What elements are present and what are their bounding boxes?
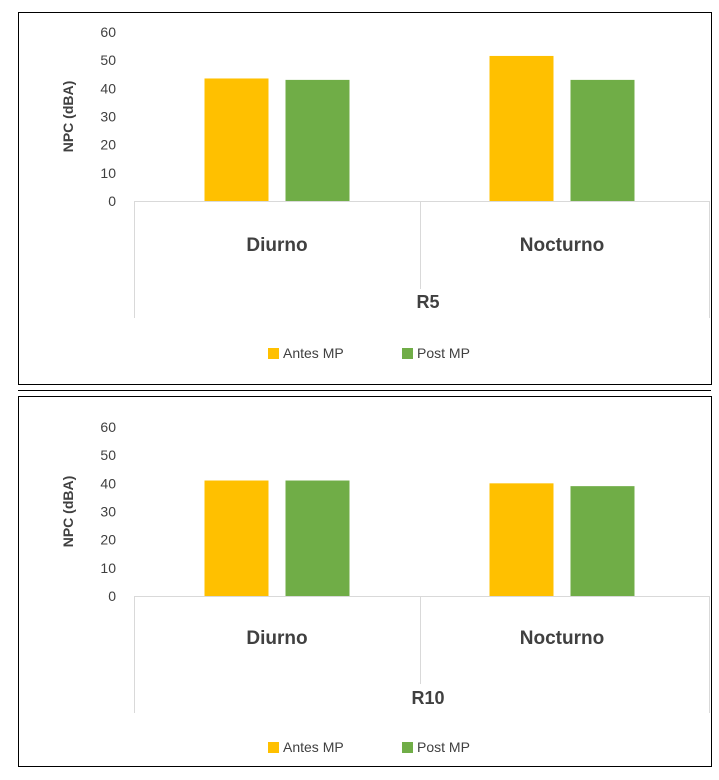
y-tick-label: 60 [100, 419, 116, 435]
bar-post-mp-diurno [285, 79, 350, 201]
legend-swatch [402, 742, 413, 753]
legend-swatch [268, 348, 279, 359]
y-tick-label: 20 [100, 532, 116, 548]
legend-swatch [402, 348, 413, 359]
x-category-label: Nocturno [520, 235, 604, 256]
y-tick-label: 10 [100, 165, 116, 181]
x-category-label: Diurno [246, 628, 307, 649]
x-category-label: Diurno [246, 235, 307, 256]
bar-antes-mp-diurno [204, 480, 269, 596]
x-axis-title: R5 [416, 292, 439, 312]
y-tick-label: 50 [100, 447, 116, 463]
y-tick-label: 0 [108, 193, 116, 209]
bar-antes-mp-nocturno [489, 55, 554, 201]
legend-label: Antes MP [283, 345, 344, 361]
y-tick-label: 0 [108, 588, 116, 604]
legend-label: Post MP [417, 345, 470, 361]
legend-label: Post MP [417, 739, 470, 755]
y-tick-label: 50 [100, 52, 116, 68]
bar-antes-mp-diurno [204, 78, 269, 201]
bar-post-mp-diurno [285, 480, 350, 596]
y-tick-label: 40 [100, 475, 116, 491]
y-tick-label: 30 [100, 109, 116, 125]
y-tick-label: 30 [100, 504, 116, 520]
y-tick-label: 40 [100, 80, 116, 96]
bar-antes-mp-nocturno [489, 483, 554, 596]
bar-post-mp-nocturno [570, 486, 635, 596]
chart-r10: 0 10 20 30 40 50 60 NPC (dBA) Diurno Nocturno R10 A… [60, 419, 710, 755]
y-tick-label: 20 [100, 137, 116, 153]
bar-post-mp-nocturno [570, 79, 635, 201]
y-tick-label: 10 [100, 560, 116, 576]
legend-swatch [268, 742, 279, 753]
y-axis-title: NPC (dBA) [60, 476, 76, 548]
x-axis-title: R10 [411, 688, 444, 708]
y-tick-label: 60 [100, 24, 116, 40]
legend-label: Antes MP [283, 739, 344, 755]
y-axis-title: NPC (dBA) [60, 81, 76, 153]
chart-r5: 0 10 20 30 40 50 60 NPC (dBA) Diurno Nocturno R5 An… [60, 24, 710, 361]
x-category-label: Nocturno [520, 628, 604, 649]
